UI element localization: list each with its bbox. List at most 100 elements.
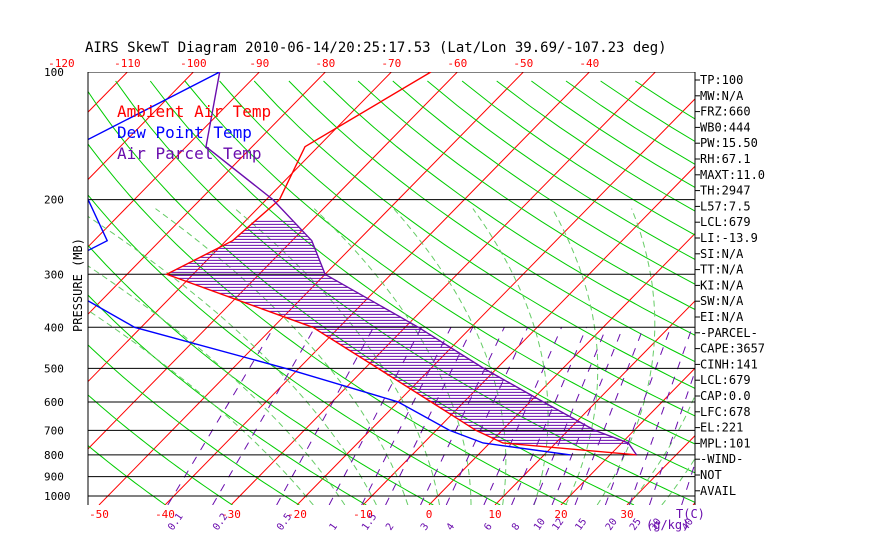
ambient-air-temp-line xyxy=(164,72,637,456)
moist-adiabat-line xyxy=(596,208,656,505)
dry-adiabat-line xyxy=(288,80,695,363)
pressure-tick-label: 500 xyxy=(44,362,64,375)
pressure-tick-label: 300 xyxy=(44,268,64,281)
isotherm-line xyxy=(296,98,695,505)
stats-item: MW:N/A xyxy=(700,89,744,103)
isotherm-line xyxy=(88,72,392,383)
isotherm-line xyxy=(759,72,870,505)
mixing-ratio-tick-label: 6 xyxy=(482,521,494,532)
moist-adiabat-line xyxy=(628,394,695,505)
mixing-ratio-tick-label: 20 xyxy=(604,517,620,533)
mixing-ratio-tick-label: 15 xyxy=(573,517,589,533)
pressure-tick-label: 700 xyxy=(44,424,64,437)
isotherm-line xyxy=(88,72,326,315)
mixing-ratio-line xyxy=(167,327,275,505)
moist-adiabat-line xyxy=(551,208,599,505)
mixing-ratio-tick-label: 4 xyxy=(445,521,457,532)
mixing-ratio-line xyxy=(361,327,452,505)
moist-adiabat-line xyxy=(472,208,549,505)
stats-item: CINH:141 xyxy=(700,357,758,371)
isotherm-line xyxy=(88,72,260,248)
stats-item: FRZ:660 xyxy=(700,105,751,119)
stats-item: MAXT:11.0 xyxy=(700,168,765,182)
pressure-tick-label: 400 xyxy=(44,321,64,334)
dry-adiabat-line xyxy=(461,80,695,236)
bottom-temp-tick-label: -40 xyxy=(155,508,175,521)
dry-adiabat-line xyxy=(427,80,695,260)
isotherm-line xyxy=(494,300,695,505)
mixing-ratio-line xyxy=(574,327,644,505)
isotherm-line xyxy=(88,72,128,113)
dry-adiabat-line xyxy=(357,80,695,311)
stats-item: EI:N/A xyxy=(700,310,744,324)
moist-adiabat-line xyxy=(155,208,409,505)
moist-adiabat-line xyxy=(88,265,346,505)
dry-adiabat-line xyxy=(496,80,695,212)
stats-item: TH:2947 xyxy=(700,184,751,198)
top-temp-tick-label: -60 xyxy=(447,57,467,70)
top-temp-tick-label: -90 xyxy=(249,57,269,70)
mixing-ratio-tick-label: 8 xyxy=(510,521,522,532)
top-temp-tick-label: -50 xyxy=(513,57,533,70)
moist-adiabat-line xyxy=(88,309,314,505)
stats-item: TP:100 xyxy=(700,73,743,87)
stats-item: CAPE:3657 xyxy=(700,342,765,356)
moist-adiabat-line xyxy=(313,208,472,505)
bottom-temp-tick-label: 30 xyxy=(620,508,633,521)
stats-item: LFC:678 xyxy=(700,405,751,419)
bottom-temp-tick-label: -20 xyxy=(287,508,307,521)
pressure-tick-label: 1000 xyxy=(44,490,71,503)
pressure-tick-label: 800 xyxy=(44,449,64,462)
legend-entry: Ambient Air Temp xyxy=(117,102,271,121)
stats-item: TT:N/A xyxy=(700,263,744,277)
stats-item: SI:N/A xyxy=(700,247,744,261)
dry-adiabat-line xyxy=(392,80,695,285)
top-temp-tick-label: -70 xyxy=(381,57,401,70)
pressure-tick-label: 100 xyxy=(44,66,64,79)
isotherm-line xyxy=(362,165,695,505)
bottom-temp-tick-label: -10 xyxy=(353,508,373,521)
isotherm-line xyxy=(98,72,524,505)
isotherm-line xyxy=(0,72,61,505)
isotherm-line xyxy=(88,72,194,181)
stats-item: CAP:0.0 xyxy=(700,389,751,403)
x-axis-label: T(C) xyxy=(676,507,705,521)
profile-series xyxy=(88,72,638,456)
top-temp-tick-label: -80 xyxy=(315,57,335,70)
legend-entry: Air Parcel Temp xyxy=(117,144,262,163)
mixing-ratio-line xyxy=(212,327,316,505)
mixing-ratio-line xyxy=(328,327,422,505)
dew-point-temp-line xyxy=(88,72,571,456)
stats-item: PW:15.50 xyxy=(700,136,758,150)
stats-item: LI:-13.9 xyxy=(700,231,758,245)
bottom-temp-tick-label: 20 xyxy=(554,508,567,521)
bottom-temp-tick-label: 10 xyxy=(488,508,501,521)
stats-item: KI:N/A xyxy=(700,278,744,292)
dry-adiabat-line xyxy=(88,194,501,505)
dry-adiabat-line xyxy=(88,394,233,505)
mixing-ratio-tick-label: 10 xyxy=(532,517,548,533)
dry-adiabat-line xyxy=(219,80,695,417)
bottom-temp-tick-label: -30 xyxy=(221,508,241,521)
top-temp-tick-label: -40 xyxy=(579,57,599,70)
cape-hatch-area xyxy=(169,220,629,444)
mixing-ratio-unit-label: (g/kg) xyxy=(646,518,689,532)
legend-entry: Dew Point Temp xyxy=(117,123,252,142)
isotherm-line xyxy=(164,72,590,505)
dry-adiabat-line xyxy=(88,444,166,505)
stats-item: MPL:101 xyxy=(700,436,751,450)
top-temp-tick-label: -100 xyxy=(180,57,207,70)
stats-item: NOT xyxy=(700,468,722,482)
top-temp-tick-label: -110 xyxy=(114,57,141,70)
isotherm-line xyxy=(428,232,695,505)
mixing-ratio-tick-label: 2 xyxy=(384,521,396,532)
dry-adiabat-line xyxy=(88,244,434,505)
stats-item: LCL:679 xyxy=(700,373,751,387)
mixing-ratio-line xyxy=(276,327,374,505)
top-temp-tick-label: -120 xyxy=(48,57,75,70)
bottom-temp-tick-label: 0 xyxy=(426,508,433,521)
stats-item: AVAIL xyxy=(700,484,736,498)
stats-item: -PARCEL- xyxy=(700,326,758,340)
